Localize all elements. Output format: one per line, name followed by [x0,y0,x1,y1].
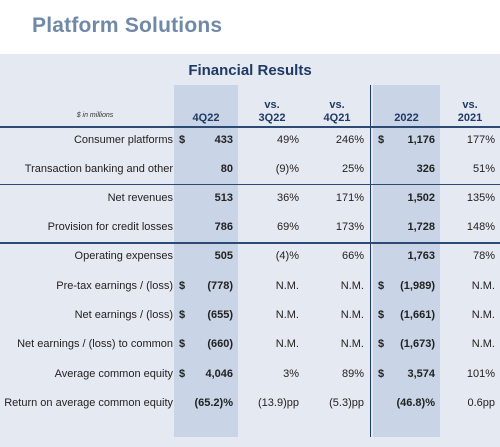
cell-vs-2021: 177% [466,134,495,146]
row-label: Net earnings / (loss) [74,309,173,321]
cell-vs-4q21: N.M. [340,309,364,321]
cell-vs-3q22: (4)% [275,250,299,262]
cell-vs-4q21: (5.3)pp [329,397,364,409]
cell-2022: 1,763 [407,250,435,262]
header-vs-4q21-top: vs. [329,99,345,111]
cell-4q22: 433 [214,134,233,146]
cell-4q22: (65.2)% [194,397,233,409]
panel-title: Financial Results [188,62,312,79]
dollar-sign: $ [378,309,385,321]
cell-vs-4q21: 89% [341,368,364,380]
cell-vs-3q22: 3% [283,368,299,380]
cell-2022: 1,502 [407,192,435,204]
dollar-sign: $ [378,280,385,292]
dollar-sign: $ [179,368,186,380]
cell-vs-3q22: 36% [276,192,299,204]
cell-vs-4q21: 66% [341,250,364,262]
header-vs-3q22-bottom: 3Q22 [258,112,286,124]
header-vs-3q22-top: vs. [264,99,280,111]
header-vs-2021-bottom: 2021 [457,112,483,124]
cell-2022: (1,989) [400,280,435,292]
cell-vs-3q22: N.M. [275,338,299,350]
cell-2022: (1,661) [400,309,435,321]
row-label: Pre-tax earnings / (loss) [56,280,173,292]
header-4q22: 4Q22 [192,112,220,124]
cell-vs-4q21: N.M. [340,338,364,350]
cell-vs-2021: 51% [472,163,495,175]
cell-2022: (1,673) [400,338,435,350]
cell-2022: 1,176 [407,134,435,146]
row-label: Return on average common equity [4,397,173,409]
cell-2022: 1,728 [407,221,435,233]
cell-vs-4q21: 173% [335,221,364,233]
dollar-sign: $ [378,338,385,350]
cell-vs-2021: 0.6pp [467,397,495,409]
cell-vs-3q22: N.M. [275,280,299,292]
cell-vs-2021: 101% [466,368,495,380]
cell-4q22: 505 [214,250,233,262]
cell-2022: (46.8)% [396,397,435,409]
cell-4q22: 786 [214,221,233,233]
column-shade-4q22 [174,85,238,437]
cell-vs-3q22: (9)% [275,163,299,175]
page-title: Platform Solutions [32,14,223,37]
row-label: Consumer platforms [73,134,173,146]
cell-vs-4q21: 171% [335,192,364,204]
cell-vs-2021: 135% [466,192,495,204]
cell-4q22: (655) [207,309,233,321]
cell-vs-3q22: 49% [276,134,299,146]
dollar-sign: $ [179,280,186,292]
section-rule-revenues [0,184,500,185]
cell-vs-3q22: (13.9)pp [258,397,299,409]
header-vs-4q21-bottom: 4Q21 [323,112,351,124]
row-label: Provision for credit losses [47,221,173,233]
row-label: Net earnings / (loss) to common [17,338,173,350]
dollar-sign: $ [378,134,385,146]
column-shade-2022 [373,85,440,437]
cell-4q22: 4,046 [205,368,233,380]
header-2022: 2022 [394,112,419,124]
cell-vs-2021: N.M. [471,309,495,321]
header-vs-2021-top: vs. [462,99,478,111]
row-label: Operating expenses [74,250,173,262]
cell-vs-3q22: N.M. [275,309,299,321]
dollar-sign: $ [179,309,186,321]
cell-vs-4q21: 246% [335,134,364,146]
dollar-sign: $ [179,134,186,146]
dollar-sign: $ [179,338,186,350]
units-note: $ in millions [76,112,114,119]
cell-4q22: (778) [207,280,233,292]
cell-2022: 326 [416,163,435,175]
cell-4q22: 513 [214,192,233,204]
column-divider [370,85,371,437]
row-label: Average common equity [54,368,173,380]
row-label: Net revenues [107,192,173,204]
row-label: Transaction banking and other [24,163,173,175]
cell-vs-4q21: 25% [341,163,364,175]
section-rule-earnings [0,242,500,244]
cell-vs-2021: N.M. [471,338,495,350]
cell-4q22: 80 [220,163,233,175]
dollar-sign: $ [378,368,385,380]
cell-vs-2021: 78% [472,250,495,262]
cell-vs-2021: 148% [466,221,495,233]
header-rule [0,126,500,128]
cell-vs-2021: N.M. [471,280,495,292]
cell-vs-4q21: N.M. [340,280,364,292]
cell-vs-3q22: 69% [276,221,299,233]
cell-4q22: (660) [207,338,233,350]
cell-2022: 3,574 [407,368,435,380]
